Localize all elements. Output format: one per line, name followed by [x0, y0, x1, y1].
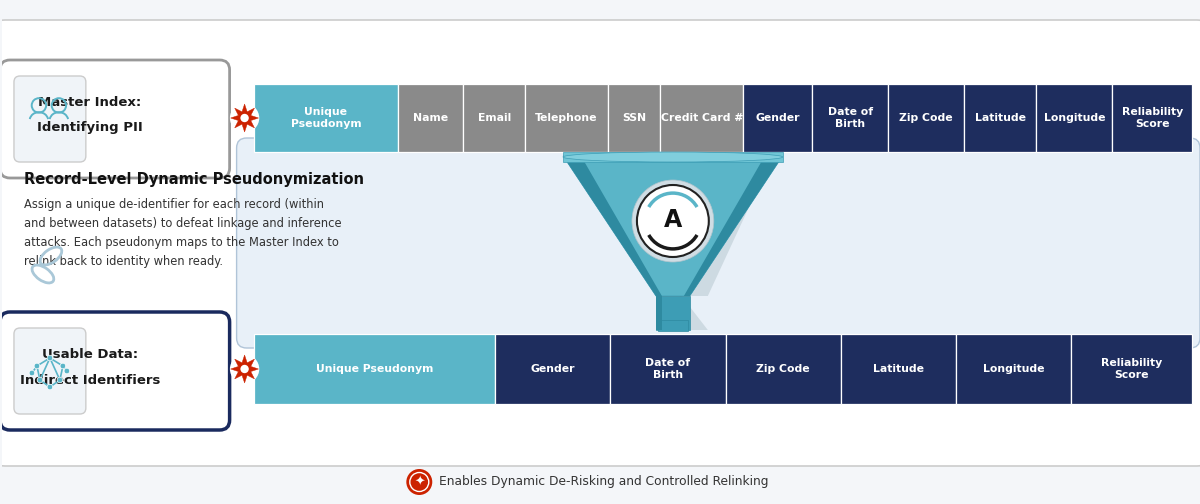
Text: Latitude: Latitude [872, 364, 924, 374]
Circle shape [240, 365, 248, 373]
Bar [841, 334, 956, 404]
Text: Telephone: Telephone [535, 113, 598, 123]
Bar [608, 84, 660, 152]
Bar [611, 334, 726, 404]
Bar [726, 334, 841, 404]
Text: Enables Dynamic De-Risking and Controlled Relinking: Enables Dynamic De-Risking and Controlle… [439, 475, 769, 488]
Polygon shape [230, 355, 258, 383]
FancyBboxPatch shape [14, 76, 86, 162]
Bar [1072, 334, 1192, 404]
Circle shape [632, 180, 714, 262]
FancyBboxPatch shape [0, 20, 1200, 466]
Text: Name: Name [413, 113, 449, 123]
Text: ✦: ✦ [414, 475, 425, 488]
Text: Master Index:: Master Index: [38, 96, 142, 109]
Circle shape [47, 355, 53, 361]
Circle shape [64, 368, 70, 374]
Circle shape [230, 354, 259, 384]
Ellipse shape [563, 152, 782, 162]
Text: Email: Email [478, 113, 511, 123]
Bar [463, 84, 524, 152]
Text: Identifying PII: Identifying PII [37, 121, 143, 135]
Text: SSN: SSN [622, 113, 647, 123]
Bar [956, 334, 1072, 404]
Polygon shape [230, 104, 258, 132]
Bar [253, 84, 398, 152]
Text: Reliability
Score: Reliability Score [1102, 358, 1163, 380]
Polygon shape [563, 156, 662, 296]
FancyBboxPatch shape [236, 138, 1200, 348]
Text: Latitude: Latitude [974, 113, 1026, 123]
Text: Longitude: Longitude [983, 364, 1044, 374]
Bar [524, 84, 608, 152]
Text: Zip Code: Zip Code [899, 113, 953, 123]
Text: Usable Data:: Usable Data: [42, 348, 138, 361]
Text: Credit Card #: Credit Card # [661, 113, 743, 123]
FancyBboxPatch shape [14, 328, 86, 414]
FancyBboxPatch shape [0, 312, 229, 430]
Bar [563, 152, 782, 162]
Polygon shape [563, 156, 782, 296]
Text: Unique Pseudonym: Unique Pseudonym [316, 364, 433, 374]
Bar [660, 84, 744, 152]
Circle shape [60, 363, 66, 369]
Text: Zip Code: Zip Code [756, 364, 810, 374]
Text: Date of
Birth: Date of Birth [828, 107, 872, 129]
Circle shape [37, 377, 43, 383]
Text: Unique
Pseudonym: Unique Pseudonym [290, 107, 361, 129]
Circle shape [230, 103, 259, 133]
Bar [964, 84, 1037, 152]
Bar [1037, 84, 1112, 152]
Circle shape [58, 377, 62, 383]
Bar [658, 320, 688, 331]
Bar [888, 84, 964, 152]
Text: Longitude: Longitude [1044, 113, 1105, 123]
Circle shape [29, 370, 35, 376]
Circle shape [637, 185, 709, 257]
Text: Reliability
Score: Reliability Score [1122, 107, 1183, 129]
Bar [812, 84, 888, 152]
Polygon shape [684, 156, 782, 296]
Circle shape [34, 363, 40, 369]
Bar [744, 84, 812, 152]
FancyBboxPatch shape [0, 60, 229, 178]
Bar [656, 296, 662, 330]
Circle shape [240, 114, 248, 122]
Text: A: A [664, 208, 682, 232]
Circle shape [407, 469, 432, 495]
Text: Record-Level Dynamic Pseudonymization: Record-Level Dynamic Pseudonymization [24, 172, 364, 187]
Text: Assign a unique de-identifier for each record (within
and between datasets) to d: Assign a unique de-identifier for each r… [24, 198, 342, 268]
Text: Indirect Identifiers: Indirect Identifiers [19, 373, 160, 387]
Bar [656, 296, 690, 330]
Bar [496, 334, 611, 404]
Text: Date of
Birth: Date of Birth [646, 358, 690, 380]
Bar [398, 84, 463, 152]
Bar [253, 334, 496, 404]
Text: Gender: Gender [530, 364, 575, 374]
Circle shape [47, 384, 53, 390]
Bar [1112, 84, 1192, 152]
Text: Gender: Gender [756, 113, 800, 123]
Polygon shape [574, 156, 773, 330]
